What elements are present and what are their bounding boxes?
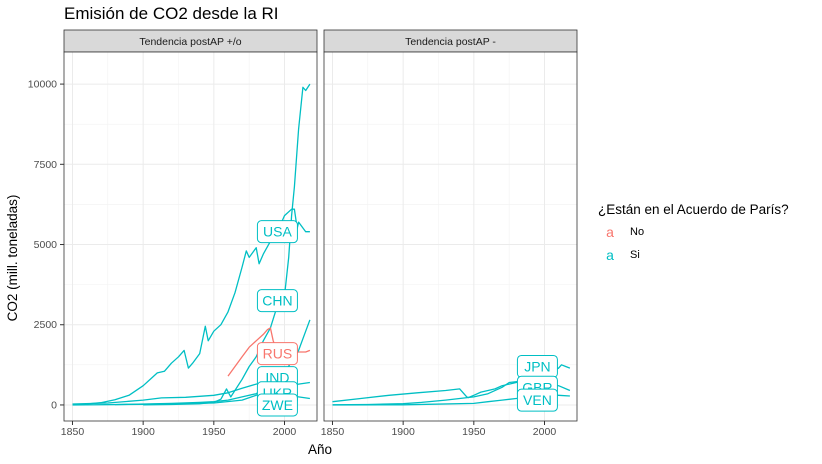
label-box-usa (256, 220, 298, 244)
legend-label-si: Si (630, 248, 640, 261)
x-axis-label: Año (308, 442, 332, 457)
label-box-ven (516, 388, 558, 412)
y-axis-label: CO2 (mill. toneladas) (5, 195, 20, 322)
y-tick-label: 5000 (34, 239, 58, 251)
series-line-usa (72, 208, 310, 406)
series-label-chn: CHN (262, 293, 292, 309)
legend-item-si: a Si (598, 246, 789, 263)
series-label-usa: USA (263, 224, 292, 240)
series-label-zwe: ZWE (262, 397, 293, 413)
chart-canvas: Tendencia postAP +/oUSACHNRUSINDUKRZWE18… (5, 29, 578, 457)
series-label-rus: RUS (263, 346, 293, 362)
label-box-chn (256, 289, 298, 313)
x-tick-label: 2000 (533, 426, 557, 438)
x-tick-label: 2000 (273, 426, 297, 438)
chart-title: Emisión de CO2 desde la RI (64, 4, 279, 23)
legend: ¿Están en el Acuerdo de París? a No a Si (598, 202, 789, 263)
facet-strip-label: Tendencia postAP +/o (139, 36, 241, 48)
series-label-jpn: JPN (524, 358, 550, 374)
x-tick-label: 1900 (391, 426, 415, 438)
label-box-zwe (256, 393, 298, 417)
y-tick-label: 0 (51, 399, 57, 411)
legend-title: ¿Están en el Acuerdo de París? (598, 202, 789, 217)
panel-border (323, 51, 578, 422)
legend-key-no: a (606, 223, 614, 240)
facet-panel-1: Tendencia postAP +/oUSACHNRUSINDUKRZWE18… (28, 29, 318, 438)
facet-strip-label: Tendencia postAP - (405, 36, 496, 48)
x-tick-label: 1850 (321, 426, 345, 438)
label-box-rus (256, 342, 298, 366)
panel-border (63, 51, 318, 422)
y-tick-label: 10000 (28, 79, 57, 91)
x-tick-label: 1850 (61, 426, 85, 438)
series-label-ven: VEN (523, 392, 552, 408)
legend-key-si: a (606, 246, 614, 263)
x-tick-label: 1950 (462, 426, 486, 438)
x-tick-label: 1900 (131, 426, 155, 438)
y-tick-label: 7500 (34, 159, 58, 171)
legend-label-no: No (630, 225, 645, 238)
legend-item-no: a No (598, 223, 789, 240)
x-tick-label: 1950 (202, 426, 226, 438)
y-tick-label: 2500 (34, 319, 58, 331)
